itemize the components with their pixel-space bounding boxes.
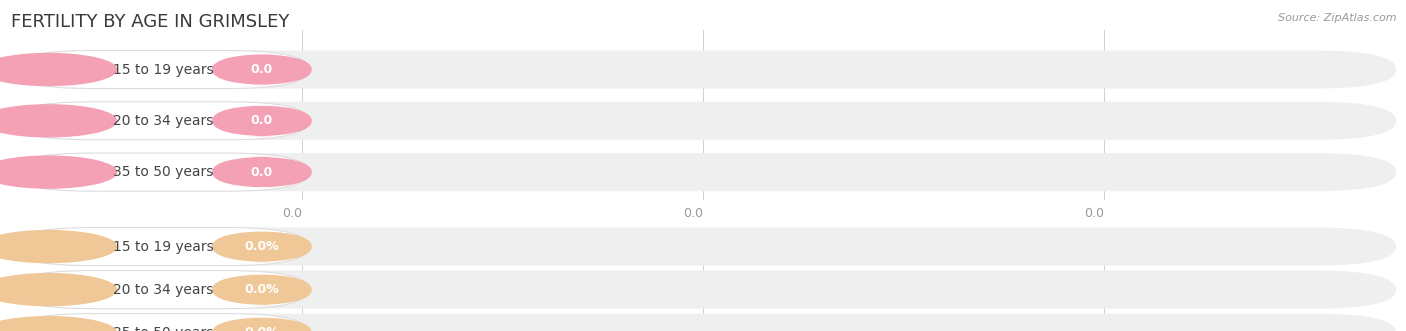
FancyBboxPatch shape — [11, 314, 309, 331]
Circle shape — [0, 54, 117, 85]
FancyBboxPatch shape — [11, 153, 1396, 191]
FancyBboxPatch shape — [11, 102, 309, 140]
FancyBboxPatch shape — [11, 153, 309, 191]
Text: 0.0%: 0.0% — [245, 283, 280, 296]
FancyBboxPatch shape — [212, 317, 312, 331]
Text: 20 to 34 years: 20 to 34 years — [112, 114, 214, 128]
Text: 0.0%: 0.0% — [245, 240, 280, 253]
Text: 20 to 34 years: 20 to 34 years — [112, 283, 214, 297]
Text: FERTILITY BY AGE IN GRIMSLEY: FERTILITY BY AGE IN GRIMSLEY — [11, 13, 290, 31]
FancyBboxPatch shape — [212, 274, 312, 305]
Circle shape — [0, 274, 117, 306]
Text: 0.0: 0.0 — [1084, 207, 1104, 220]
FancyBboxPatch shape — [212, 54, 312, 85]
FancyBboxPatch shape — [11, 271, 309, 308]
FancyBboxPatch shape — [11, 228, 1396, 265]
Text: 0.0: 0.0 — [250, 114, 273, 127]
Circle shape — [0, 317, 117, 331]
FancyBboxPatch shape — [11, 271, 1396, 308]
Text: 35 to 50 years: 35 to 50 years — [112, 165, 214, 179]
Text: 35 to 50 years: 35 to 50 years — [112, 326, 214, 331]
Circle shape — [0, 156, 117, 188]
Circle shape — [0, 105, 117, 137]
Text: 15 to 19 years: 15 to 19 years — [112, 63, 214, 76]
Text: 0.0: 0.0 — [283, 207, 302, 220]
Circle shape — [0, 231, 117, 262]
FancyBboxPatch shape — [11, 314, 1396, 331]
Text: 0.0%: 0.0% — [245, 326, 280, 331]
Text: Source: ZipAtlas.com: Source: ZipAtlas.com — [1278, 13, 1396, 23]
Text: 15 to 19 years: 15 to 19 years — [112, 240, 214, 254]
FancyBboxPatch shape — [11, 50, 1396, 88]
FancyBboxPatch shape — [11, 50, 309, 88]
FancyBboxPatch shape — [212, 105, 312, 136]
FancyBboxPatch shape — [11, 228, 309, 265]
Text: 0.0: 0.0 — [250, 63, 273, 76]
Text: 0.0: 0.0 — [683, 207, 703, 220]
FancyBboxPatch shape — [212, 157, 312, 188]
Text: 0.0: 0.0 — [250, 166, 273, 179]
FancyBboxPatch shape — [212, 231, 312, 262]
FancyBboxPatch shape — [11, 102, 1396, 140]
